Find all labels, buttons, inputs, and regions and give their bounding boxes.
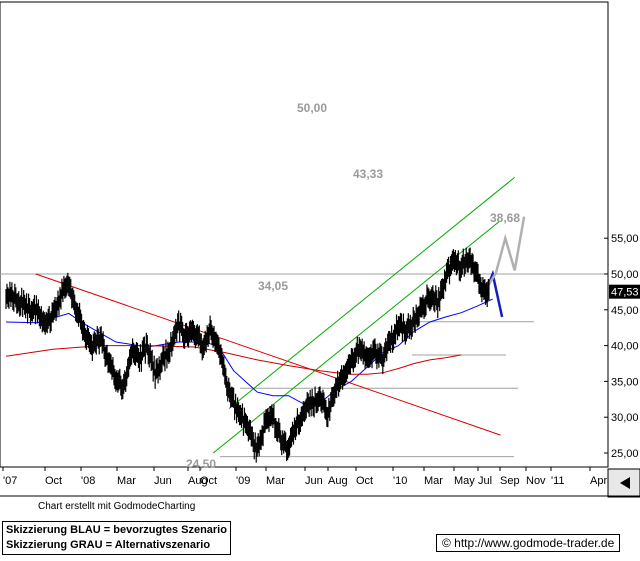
- x-tick-label: Mar: [424, 475, 443, 487]
- level-label: 43,33: [353, 167, 383, 181]
- scenario-legend: Skizzierung BLAU = bevorzugtes Szenario …: [2, 521, 231, 555]
- x-tick-label: Jun: [154, 475, 172, 487]
- x-tick-label: Aug: [328, 475, 348, 487]
- legend-grey-line: Skizzierung GRAU = Alternativszenario: [6, 539, 211, 551]
- x-tick-label: Oct: [200, 475, 217, 487]
- plot-frame: [0, 1, 609, 468]
- x-tick-label: Nov: [526, 475, 546, 487]
- x-tick-label: '10: [393, 475, 407, 487]
- x-tick-label: Mar: [117, 475, 136, 487]
- x-tick-label: '08: [81, 475, 95, 487]
- source-url: © http://www.godmode-trader.de: [436, 534, 621, 552]
- x-tick-label: Oct: [45, 475, 62, 487]
- x-tick-label: '11: [551, 475, 565, 487]
- y-tick-label: 50,00: [611, 269, 639, 281]
- chart-credit: Chart erstellt mit GodmodeCharting: [38, 501, 196, 512]
- x-tick-label: '09: [236, 475, 250, 487]
- ma-short-line: [5, 298, 493, 405]
- y-tick-label: 25,00: [611, 448, 639, 460]
- last-price-box: [609, 284, 640, 299]
- x-tick-label: Mar: [266, 475, 285, 487]
- y-tick-label: 45,00: [611, 305, 639, 317]
- x-tick-label: Jul: [478, 475, 492, 487]
- y-tick-label: 35,00: [611, 376, 639, 388]
- y-tick-label: 30,00: [611, 412, 639, 424]
- x-tick-label: '07: [3, 475, 17, 487]
- y-tick-label: 55,00: [611, 233, 639, 245]
- level-label: 38,68: [490, 211, 520, 225]
- trend-line: [35, 273, 501, 436]
- level-label: 34,05: [258, 279, 288, 293]
- level-label: 50,00: [297, 101, 327, 115]
- level-label: 24,50: [186, 457, 216, 471]
- last-price-label: 47,53: [611, 287, 639, 299]
- ma-long-line: [5, 345, 462, 375]
- scenario-line: [485, 216, 526, 289]
- legend-blue-line: Skizzierung BLAU = bevorzugtes Szenario: [6, 524, 227, 536]
- corner-arrow-icon: [620, 477, 630, 489]
- x-tick-label: Apr: [590, 475, 607, 487]
- x-tick-label: Sep: [500, 475, 520, 487]
- trend-line: [228, 176, 515, 409]
- y-tick-label: 40,00: [611, 341, 639, 353]
- x-tick-label: Jun: [305, 475, 323, 487]
- x-tick-label: Aug: [188, 475, 208, 487]
- x-tick-label: May: [454, 475, 475, 487]
- x-tick-label: Oct: [356, 475, 373, 487]
